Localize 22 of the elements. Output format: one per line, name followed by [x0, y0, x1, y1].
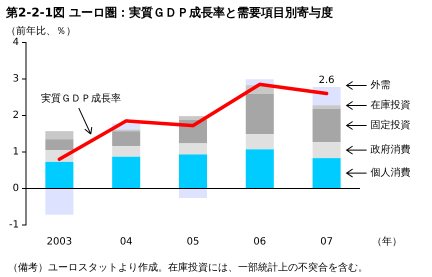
x-axis-title: （年）	[372, 236, 402, 248]
y-axis-title: （前年比、％）	[6, 24, 76, 37]
text: 政府消費	[370, 144, 411, 156]
text: （備考）ユーロスタットより作成。在庫投資には、一部統計上の不突合を含む。	[8, 262, 368, 274]
y-tick-label: 3	[12, 74, 19, 85]
text: 外需	[370, 80, 391, 92]
x-tick-label: 07	[320, 236, 333, 248]
series-label: 実質ＧＤＰ成長率	[40, 92, 121, 105]
y-tick-label: -1	[8, 220, 19, 231]
y-tick-label: 0	[12, 183, 19, 194]
chart-title: 第2-2-1図 ユーロ圏：実質ＧＤＰ成長率と需要項目別寄与度	[5, 5, 334, 20]
text: 固定投資	[370, 119, 411, 132]
y-tick-label: 2	[12, 110, 19, 122]
x-tick-label: 05	[186, 236, 200, 248]
y-tick-label: 1	[12, 146, 19, 158]
y-tick-label: 4	[12, 36, 19, 48]
x-tick-label: 04	[120, 236, 133, 248]
text: 在庫投資	[370, 99, 411, 112]
x-tick-label: 2003	[46, 236, 72, 248]
text: 個人消費	[370, 166, 411, 179]
x-tick-label: 06	[253, 236, 266, 248]
data-label: 2.6	[318, 75, 335, 86]
